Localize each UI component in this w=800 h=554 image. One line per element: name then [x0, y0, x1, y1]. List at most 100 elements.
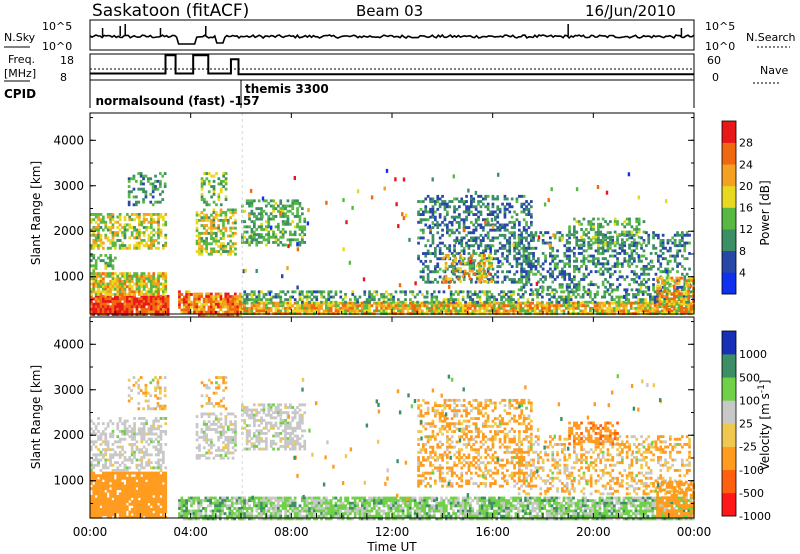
velocity-cell — [152, 502, 156, 506]
power-cell — [629, 301, 633, 305]
power-cell — [106, 226, 110, 229]
power-cell — [234, 211, 237, 214]
power-cell — [337, 304, 340, 308]
power-cell — [293, 298, 297, 302]
power-cell — [575, 238, 579, 242]
power-cell — [485, 274, 489, 278]
power-cell — [224, 172, 228, 175]
power-cell — [293, 230, 297, 234]
power-cell — [485, 259, 489, 263]
power-cell — [289, 233, 292, 237]
velocity-cell — [109, 484, 112, 488]
power-cell — [127, 195, 131, 199]
power-cell — [109, 282, 112, 286]
power-cell — [207, 203, 211, 207]
velocity-cell — [142, 484, 146, 488]
power-cell — [97, 307, 100, 311]
power-cell — [303, 217, 307, 221]
power-cell — [289, 238, 292, 242]
power-cell — [138, 305, 141, 309]
power-cell — [458, 259, 461, 263]
velocity-cell — [102, 471, 105, 475]
power-cell — [687, 281, 691, 285]
power-cell — [465, 233, 468, 237]
power-cell — [229, 234, 232, 238]
power-cell — [541, 288, 545, 292]
power-cell — [517, 278, 521, 281]
power-cell — [569, 304, 573, 308]
power-cell — [525, 220, 528, 224]
power-cell — [521, 301, 525, 305]
power-cell — [582, 254, 586, 258]
power-cell — [219, 208, 223, 212]
power-cell — [503, 244, 507, 248]
power-cell — [685, 257, 689, 261]
power-cell — [618, 283, 622, 287]
power-cell — [150, 307, 153, 311]
power-cell — [397, 306, 400, 310]
power-cell — [582, 217, 586, 221]
power-cell — [253, 222, 256, 226]
power-cell — [164, 236, 168, 240]
velocity-cell — [145, 482, 148, 485]
power-cell — [491, 244, 495, 248]
power-cell — [549, 246, 552, 250]
power-cell — [434, 218, 437, 222]
power-speck — [549, 272, 552, 277]
power-cell — [687, 279, 691, 283]
power-cell — [293, 225, 297, 229]
power-cell — [116, 300, 120, 303]
power-cell — [94, 215, 98, 219]
velocity-cell — [102, 489, 105, 493]
power-cell — [116, 285, 120, 289]
power-cell — [646, 293, 650, 296]
power-cell — [424, 252, 428, 255]
power-cell — [250, 298, 254, 302]
power-cell — [126, 280, 129, 283]
power-speck — [414, 281, 417, 286]
power-cell — [548, 293, 551, 296]
power-cell — [104, 302, 108, 306]
power-cell — [351, 293, 355, 296]
power-cell — [195, 308, 199, 312]
power-cell — [677, 307, 681, 311]
power-cell — [284, 215, 287, 218]
power-cell — [111, 280, 115, 283]
power-cell — [453, 218, 456, 222]
power-cell — [521, 306, 525, 310]
power-cell — [430, 309, 434, 313]
power-cell — [152, 294, 156, 298]
power-cell — [611, 241, 615, 245]
velocity-cell — [102, 474, 105, 478]
power-cell — [575, 241, 579, 244]
power-cell — [665, 297, 669, 301]
velocity-cell — [126, 497, 129, 501]
power-cell — [214, 237, 218, 240]
power-cell — [200, 310, 204, 314]
power-cell — [515, 252, 519, 255]
velocity-cell — [142, 500, 146, 504]
power-cell — [298, 243, 302, 247]
power-cell — [665, 300, 669, 303]
power-cell — [272, 204, 275, 208]
power-cell — [659, 244, 663, 248]
power-cell — [162, 244, 165, 248]
power-cell — [513, 278, 516, 281]
power-cell — [642, 270, 646, 274]
power-cell — [665, 289, 669, 293]
power-cell — [568, 254, 571, 258]
power-cell — [520, 246, 524, 250]
power-cell — [116, 310, 120, 314]
power-cell — [490, 277, 493, 281]
power-cell — [147, 277, 151, 281]
power-cell — [541, 300, 544, 304]
velocity-cell — [97, 513, 100, 517]
power-cell — [97, 280, 100, 283]
power-cell — [154, 185, 157, 188]
freq-series — [90, 54, 694, 76]
power-cell — [472, 249, 476, 253]
power-cell — [522, 218, 526, 222]
power-cell — [236, 308, 240, 312]
power-cell — [453, 197, 456, 201]
velocity-cell — [121, 492, 124, 496]
